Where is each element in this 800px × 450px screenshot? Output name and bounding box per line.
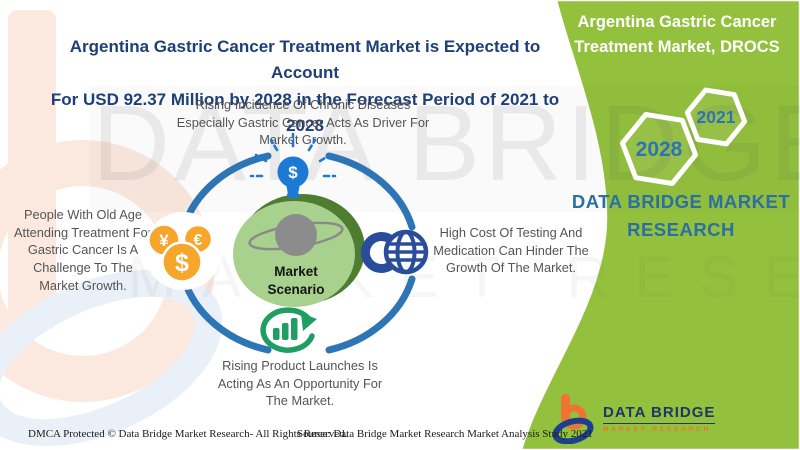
brand-text: DATA BRIDGE MARKET RESEARCH xyxy=(571,191,791,240)
forecast-years-hexagons: 2028 2021 xyxy=(619,87,748,187)
coin-dollar-symbol: $ xyxy=(175,249,189,277)
idea-bulb-dollar-icon: $ xyxy=(249,132,337,198)
page-title: Argentina Gastric Cancer Treatment Marke… xyxy=(50,37,560,136)
center-label-line2: Scenario xyxy=(267,282,324,297)
footer-dmca-text: DMCA Protected © Data Bridge Market Rese… xyxy=(28,428,348,440)
data-bridge-logo: DATA BRIDGE MARKET RESEARCH xyxy=(552,392,716,444)
hexagon-2028 xyxy=(619,111,699,187)
challenge-label: People With Old Age Attending Treatment … xyxy=(14,207,152,293)
hexagon-2021-label: 2021 xyxy=(697,107,736,127)
market-scenario-ellipse: Market Scenario xyxy=(233,194,365,307)
currency-coins-icon: ¥ € $ xyxy=(144,212,222,290)
logo-tagline-text: MARKET RESEARCH xyxy=(603,425,712,433)
saturn-planet-icon xyxy=(248,214,344,256)
bulb-dollar-symbol: $ xyxy=(288,163,298,182)
growth-chart-cycle-icon xyxy=(260,307,317,353)
coin-euro-symbol: € xyxy=(194,232,203,249)
green-panel-shape xyxy=(519,0,800,450)
coin-yen-symbol: ¥ xyxy=(159,231,169,250)
opportunity-label: Rising Product Launches Is Acting As An … xyxy=(217,358,383,409)
data-bridge-logo-mark-icon xyxy=(552,394,594,444)
side-panel-title: Argentina Gastric Cancer Treatment Marke… xyxy=(574,13,780,56)
hexagon-2028-label: 2028 xyxy=(636,138,683,161)
footer-source-text: Source: Data Bridge Market Research Mark… xyxy=(297,428,593,440)
logo-name-text: DATA BRIDGE xyxy=(603,404,716,424)
hexagon-2021 xyxy=(684,87,748,147)
restraint-label: High Cost Of Testing And Medication Can … xyxy=(433,225,589,276)
center-label-line1: Market xyxy=(274,264,318,279)
globe-bracket-icon xyxy=(360,229,429,275)
driver-label: Rising Incidence Of Chronic Diseases Esp… xyxy=(176,97,430,148)
